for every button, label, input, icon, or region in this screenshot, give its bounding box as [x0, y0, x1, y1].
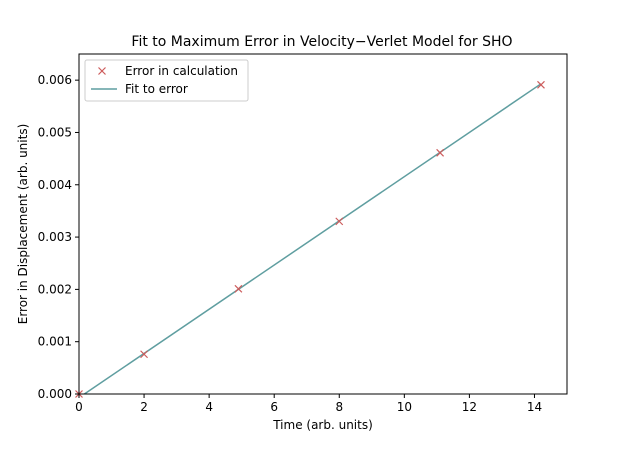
x-tick-label: 12 — [462, 400, 477, 414]
legend-label-scatter: Error in calculation — [125, 64, 238, 78]
legend-box — [84, 59, 249, 102]
y-axis-label: Error in Displacement (arb. units) — [16, 124, 30, 325]
y-tick-label: 0.002 — [38, 282, 72, 296]
data-point-stroke-b — [335, 217, 344, 226]
data-point — [335, 217, 344, 226]
chart-title: Fit to Maximum Error in Velocity−Verlet … — [131, 34, 512, 50]
plot-area — [75, 80, 545, 398]
x-tick-label: 6 — [270, 400, 278, 414]
x-axis-label: Time (arb. units) — [272, 418, 373, 432]
plot-frame — [78, 53, 568, 395]
x-tick-label: 4 — [205, 400, 213, 414]
data-point — [537, 80, 545, 89]
y-tick-label: 0.005 — [38, 125, 72, 139]
x-tick-label: 2 — [140, 400, 148, 414]
data-point-stroke-b — [537, 80, 545, 89]
data-point-stroke-b — [436, 148, 445, 157]
x-tick-label: 8 — [335, 400, 343, 414]
fit-line — [83, 83, 542, 394]
points-group — [75, 80, 545, 398]
data-point-stroke-b — [140, 350, 148, 359]
legend-label-line: Fit to error — [125, 82, 188, 96]
y-tick-label: 0.003 — [38, 230, 72, 244]
y-tick-label: 0.001 — [38, 335, 72, 349]
y-axis: 0.000 0.001 0.002 0.003 0.004 0.005 0.006 — [38, 73, 79, 401]
x-tick-label: 14 — [527, 400, 542, 414]
data-point — [234, 284, 243, 293]
fit-line-group — [83, 83, 542, 394]
x-tick-label: 10 — [397, 400, 412, 414]
legend-cross — [98, 67, 106, 75]
data-point — [140, 350, 148, 359]
data-point — [436, 148, 445, 157]
y-tick-label: 0.000 — [38, 387, 72, 401]
x-tick-label: 0 — [75, 400, 83, 414]
legend-marker-scatter — [98, 67, 106, 75]
y-tick-label: 0.006 — [38, 73, 72, 87]
data-point-stroke-b — [234, 284, 243, 293]
legend-cross-stroke-b — [98, 67, 106, 75]
y-tick-label: 0.004 — [38, 178, 72, 192]
x-axis: 0 2 4 6 8 10 12 14 — [75, 394, 542, 414]
legend: Error in calculation Fit to error — [84, 59, 249, 102]
